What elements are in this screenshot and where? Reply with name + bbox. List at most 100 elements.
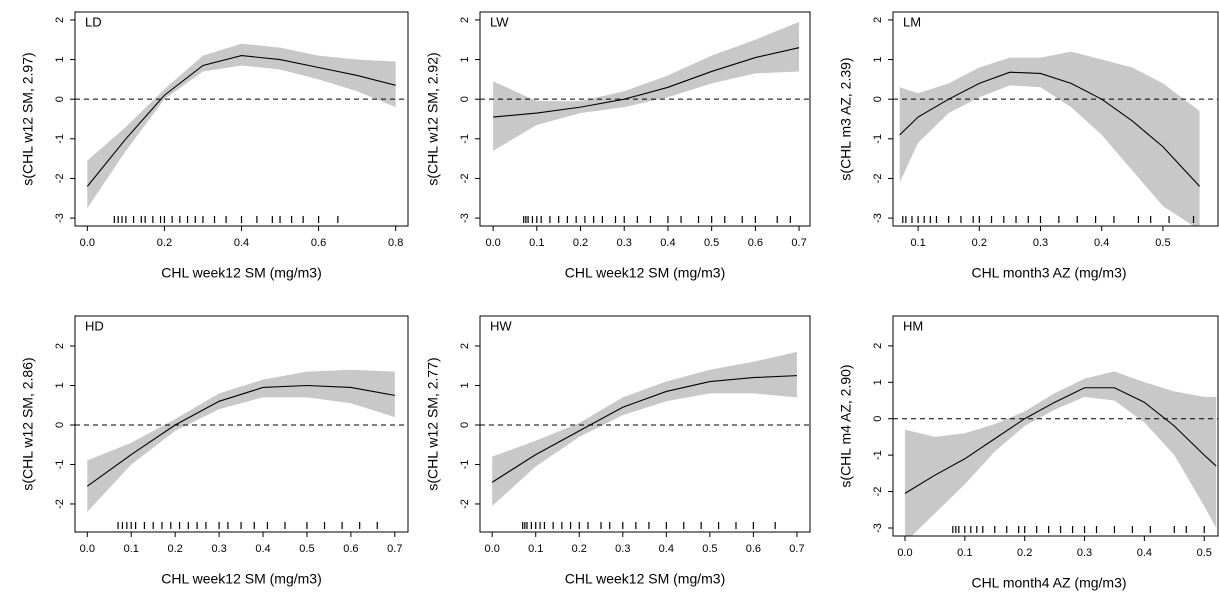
y-tick-label: -3 — [872, 213, 884, 223]
y-tick-label: -1 — [459, 134, 471, 144]
y-tick-label: 2 — [872, 343, 884, 349]
plot-frame — [74, 315, 409, 533]
x-tick-label: 0.2 — [972, 237, 987, 249]
x-tick-label: 0.1 — [124, 543, 139, 555]
x-tick-label: 0.2 — [573, 237, 588, 249]
y-tick-label: -1 — [54, 134, 66, 144]
smooth-line — [491, 375, 797, 483]
x-tick-label: 0.6 — [311, 237, 326, 249]
y-tick-label: -2 — [459, 499, 471, 509]
y-tick-label: 1 — [459, 56, 471, 62]
y-axis-label: s(CHL w12 SM, 2.77) — [425, 357, 441, 490]
y-tick-label: -2 — [872, 174, 884, 184]
smooth-line — [86, 384, 395, 487]
x-tick-label: 0.4 — [234, 237, 249, 249]
x-tick-label: 0.2 — [572, 543, 587, 555]
x-tick-label: 0.0 — [485, 543, 500, 555]
panel-plot — [75, 369, 408, 529]
x-tick-label: 0.6 — [343, 543, 358, 555]
plot-frame — [479, 11, 811, 227]
x-tick-label: 0.2 — [1017, 547, 1032, 559]
x-axis-label: CHL month3 AZ (mg/m3) — [971, 265, 1126, 281]
plot-frame — [892, 315, 1219, 537]
panel-plot — [480, 351, 810, 529]
x-tick-label: 0.5 — [1155, 237, 1170, 249]
x-tick-label: 0.4 — [660, 237, 675, 249]
y-tick-label: 1 — [54, 382, 66, 388]
y-tick-label: -1 — [872, 450, 884, 460]
y-tick-label: -2 — [54, 499, 66, 509]
x-tick-label: 0.3 — [211, 543, 226, 555]
x-tick-label: 0.8 — [388, 237, 403, 249]
y-tick-label: -3 — [872, 523, 884, 533]
confidence-band — [899, 51, 1200, 226]
x-tick-label: 0.0 — [80, 237, 95, 249]
panel-plot — [893, 371, 1218, 536]
y-tick-label: 2 — [459, 343, 471, 349]
x-tick-label: 0.5 — [299, 543, 314, 555]
panel-title: LW — [490, 14, 509, 29]
y-tick-label: 0 — [459, 96, 471, 102]
x-axis-label: CHL week12 SM (mg/m3) — [161, 265, 322, 281]
confidence-band — [493, 21, 800, 151]
plot-frame — [892, 11, 1219, 227]
y-tick-label: -2 — [54, 174, 66, 184]
y-tick-label: -3 — [459, 213, 471, 223]
y-tick-label: 1 — [459, 382, 471, 388]
x-axis-label: CHL week12 SM (mg/m3) — [565, 265, 726, 281]
x-tick-label: 0.5 — [702, 543, 717, 555]
x-tick-label: 0.2 — [168, 543, 183, 555]
x-tick-label: 0.4 — [1094, 237, 1109, 249]
y-tick-label: -2 — [459, 174, 471, 184]
smooth-line — [899, 71, 1201, 187]
y-tick-label: 1 — [872, 379, 884, 385]
x-tick-label: 0.0 — [80, 543, 95, 555]
x-tick-label: 0.6 — [746, 543, 761, 555]
y-tick-label: 0 — [54, 422, 66, 428]
y-axis-label: s(CHL w12 SM, 2.97) — [20, 52, 36, 185]
panel-plot — [893, 51, 1218, 226]
panel-title: LM — [903, 14, 921, 29]
x-tick-label: 0.5 — [704, 237, 719, 249]
y-tick-label: 0 — [54, 96, 66, 102]
y-tick-label: 0 — [872, 416, 884, 422]
y-tick-label: -1 — [872, 134, 884, 144]
confidence-band — [87, 43, 396, 209]
panel-plot — [480, 21, 810, 223]
smooth-line — [904, 387, 1217, 494]
y-tick-label: 1 — [872, 56, 884, 62]
y-axis-label: s(CHL m3 AZ, 2.39) — [838, 57, 854, 180]
x-tick-label: 0.7 — [791, 237, 806, 249]
plot-frame — [479, 315, 811, 533]
panel-title: LD — [85, 14, 102, 29]
x-tick-label: 0.1 — [910, 237, 925, 249]
y-tick-label: -3 — [54, 213, 66, 223]
panel-plot — [75, 43, 408, 223]
x-tick-label: 0.3 — [617, 237, 632, 249]
smooth-line — [493, 47, 800, 118]
y-axis-label: s(CHL m4 AZ, 2.90) — [838, 364, 854, 487]
y-tick-label: -1 — [54, 460, 66, 470]
x-tick-label: 0.1 — [529, 237, 544, 249]
y-axis-label: s(CHL w12 SM, 2.92) — [425, 52, 441, 185]
y-tick-label: 0 — [872, 96, 884, 102]
x-tick-label: 0.5 — [1197, 547, 1212, 559]
y-tick-label: 2 — [54, 343, 66, 349]
x-axis-label: CHL month4 AZ (mg/m3) — [971, 575, 1126, 591]
x-tick-label: 0.2 — [157, 237, 172, 249]
y-tick-label: 1 — [54, 56, 66, 62]
y-tick-label: -2 — [872, 487, 884, 497]
x-axis-label: CHL week12 SM (mg/m3) — [565, 571, 726, 587]
confidence-band — [87, 369, 395, 512]
x-tick-label: 0.3 — [1077, 547, 1092, 559]
y-tick-label: 2 — [872, 17, 884, 23]
y-tick-label: -1 — [459, 460, 471, 470]
confidence-band — [904, 371, 1217, 536]
panel-title: HM — [903, 318, 923, 333]
x-tick-label: 0.0 — [897, 547, 912, 559]
x-axis-label: CHL week12 SM (mg/m3) — [161, 571, 322, 587]
x-tick-label: 0.1 — [957, 547, 972, 559]
x-tick-label: 0.7 — [387, 543, 402, 555]
x-tick-label: 0.4 — [1137, 547, 1152, 559]
